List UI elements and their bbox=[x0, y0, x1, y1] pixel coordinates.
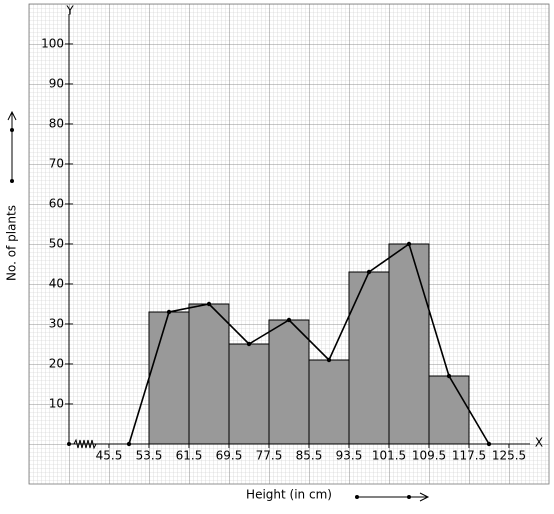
x-tick-label: 117.5 bbox=[452, 449, 486, 463]
x-tick-label: 69.5 bbox=[216, 449, 243, 463]
polygon-point bbox=[406, 241, 412, 247]
x-tick-label: 53.5 bbox=[136, 449, 163, 463]
bar bbox=[148, 311, 190, 445]
graph-paper bbox=[28, 3, 550, 485]
axes: X Y 10 20 30 40 50 60 70 80 90 100 45.5 53.5 61.5 69.… bbox=[41, 4, 543, 463]
polygon-point bbox=[166, 309, 172, 315]
y-tick-label: 10 bbox=[49, 397, 64, 411]
polygon-point bbox=[366, 269, 372, 275]
polygon-point bbox=[246, 341, 252, 347]
polygon-point bbox=[446, 373, 452, 379]
bar bbox=[348, 271, 390, 445]
polygon-point bbox=[286, 317, 292, 323]
origin-dot bbox=[67, 442, 71, 446]
bar bbox=[228, 343, 270, 445]
y-tick-label: 60 bbox=[49, 197, 64, 211]
bar bbox=[268, 319, 310, 445]
plot-area bbox=[126, 241, 492, 447]
y-tick-label: 30 bbox=[49, 317, 64, 331]
x-tick-label: 85.5 bbox=[296, 449, 323, 463]
bar bbox=[388, 243, 430, 445]
y-tick-label: 20 bbox=[49, 357, 64, 371]
y-tick-label: 70 bbox=[49, 157, 64, 171]
x-tick-label: 77.5 bbox=[256, 449, 283, 463]
bar bbox=[428, 375, 470, 445]
y-tick-label: 90 bbox=[49, 77, 64, 91]
x-tick-label: 109.5 bbox=[412, 449, 446, 463]
x-tick-label: 101.5 bbox=[372, 449, 406, 463]
y-tick-label: 40 bbox=[49, 277, 64, 291]
x-tick-label: 45.5 bbox=[96, 449, 123, 463]
polygon-point bbox=[206, 301, 212, 307]
y-tick-label: 50 bbox=[49, 237, 64, 251]
x-axis-label: Height (in cm) bbox=[246, 488, 332, 502]
y-tick-label: 100 bbox=[41, 37, 64, 51]
x-label-arrow bbox=[355, 492, 430, 502]
x-tick-label: 61.5 bbox=[176, 449, 203, 463]
y-axis-name: Y bbox=[65, 4, 74, 18]
x-tick-label: 125.5 bbox=[492, 449, 526, 463]
axis-break bbox=[73, 438, 97, 450]
bar bbox=[188, 303, 230, 445]
polygon-point bbox=[326, 357, 332, 363]
bar bbox=[308, 359, 350, 445]
x-tick-label: 93.5 bbox=[336, 449, 363, 463]
y-label-arrow bbox=[7, 110, 17, 183]
frequency-polygon bbox=[128, 242, 490, 445]
x-axis-name: X bbox=[535, 436, 543, 450]
y-tick-label: 80 bbox=[49, 117, 64, 131]
y-axis-label: No. of plants bbox=[5, 205, 19, 281]
